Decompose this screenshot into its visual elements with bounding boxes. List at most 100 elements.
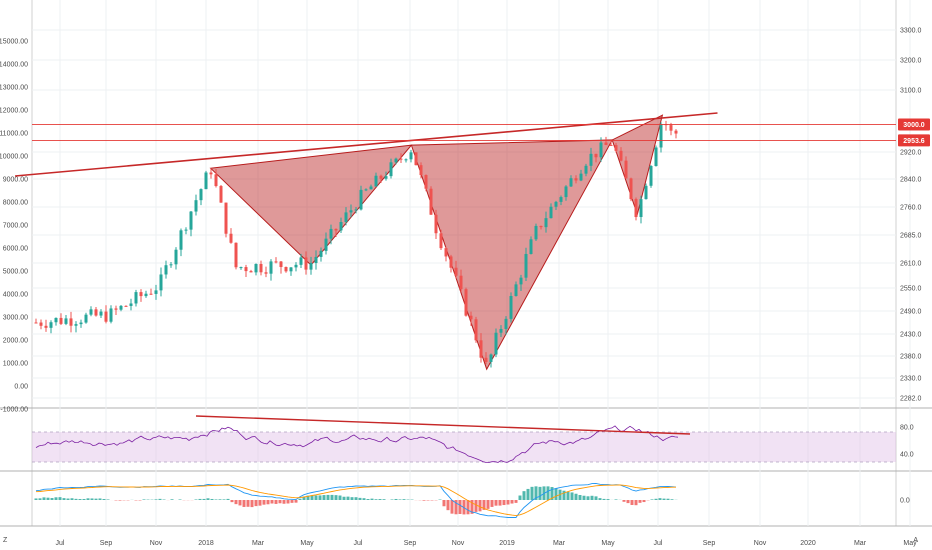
candle-body	[69, 318, 73, 326]
time-axis: Jul Sep Nov 2018 Mar May Jul Sep Nov 2019 Mar May Ju…	[56, 540, 918, 547]
candle-body	[364, 189, 368, 191]
candle-body	[224, 202, 228, 234]
macd-histogram-bar	[550, 487, 554, 500]
time-tick-label: May	[300, 540, 314, 547]
candle-body	[354, 209, 358, 211]
candle-body	[489, 354, 493, 362]
time-tick-label: Jul	[56, 540, 65, 547]
candle-body	[59, 317, 63, 324]
candle-body	[174, 249, 178, 265]
macd-histogram-bar	[46, 497, 50, 500]
candle-body	[154, 290, 158, 294]
candle-body	[384, 176, 388, 179]
macd-histogram-bar	[662, 498, 666, 500]
macd-panel: 0.0	[34, 482, 910, 518]
macd-histogram-bar	[358, 497, 362, 500]
candle-body	[629, 178, 633, 200]
macd-histogram-bar	[478, 500, 482, 512]
macd-histogram-bar	[642, 500, 646, 503]
left-tick-label: 11000.00	[0, 131, 28, 138]
rsi-band	[32, 432, 896, 462]
left-tick-label: 13000.00	[0, 85, 28, 92]
macd-histogram-bar	[250, 500, 254, 508]
macd-histogram-bar	[294, 500, 298, 503]
macd-histogram-bar	[234, 500, 238, 505]
time-tick-label: May	[903, 540, 917, 547]
candle-body	[359, 189, 363, 210]
macd-histogram-bar	[74, 498, 78, 500]
macd-histogram-bar	[350, 497, 354, 500]
time-tick-label: Jul	[654, 540, 663, 547]
left-tick-label: 3000.00	[3, 315, 28, 322]
candle-body	[539, 225, 543, 228]
candle-body	[479, 340, 483, 358]
macd-histogram-bar	[670, 499, 674, 500]
left-tick-label: 4000.00	[3, 292, 28, 299]
time-tick-label: May	[601, 540, 615, 547]
macd-histogram-bar	[62, 498, 66, 500]
timezone-toggle[interactable]: Z	[3, 537, 8, 544]
macd-histogram-bar	[578, 495, 582, 500]
macd-histogram-bar	[422, 500, 426, 501]
candle-body	[569, 178, 573, 187]
candle-body	[289, 267, 293, 272]
price-badge	[898, 118, 930, 131]
right-tick-label: 2490.0	[900, 309, 922, 316]
right-tick-label: 2685.0	[900, 233, 922, 240]
candle-body	[129, 303, 133, 306]
macd-histogram-bar	[522, 491, 526, 500]
right-tick-label: 2550.0	[900, 286, 922, 293]
macd-histogram-bar	[226, 498, 230, 500]
macd-histogram-bar	[354, 497, 358, 500]
candle-body	[329, 228, 333, 239]
candle-body	[649, 165, 653, 186]
macd-histogram-bar	[514, 500, 518, 503]
candle-body	[469, 315, 473, 320]
candle-body	[459, 275, 463, 290]
candle-body	[524, 253, 528, 278]
macd-histogram-bar	[502, 500, 506, 506]
candle-body	[519, 277, 523, 285]
candle-body	[124, 305, 128, 307]
macd-histogram-bar	[390, 499, 394, 500]
left-tick-label: 8000.00	[3, 200, 28, 207]
right-tick-label: 2330.0	[900, 376, 922, 383]
candle-body	[194, 200, 198, 212]
macd-histogram-bar	[566, 491, 570, 500]
candle-body	[439, 233, 443, 249]
time-tick-label: Mar	[553, 540, 566, 547]
candle-body	[94, 309, 98, 316]
macd-histogram-bar	[306, 495, 310, 500]
candle-body	[144, 293, 148, 297]
macd-histogram-bar	[362, 498, 366, 500]
macd-histogram-bar	[650, 499, 654, 500]
time-tick-label: 2019	[499, 540, 515, 547]
candle-body	[404, 159, 408, 161]
candle-body	[79, 322, 83, 325]
candle-body	[449, 256, 453, 268]
candle-body	[294, 264, 298, 268]
macd-histogram-bar	[326, 494, 330, 500]
macd-histogram-bar	[242, 500, 246, 507]
candle-body	[89, 309, 93, 315]
candle-body	[219, 186, 223, 203]
auto-scale-toggle[interactable]: A	[913, 537, 918, 544]
macd-histogram-bar	[530, 486, 534, 500]
macd-histogram-bar	[330, 494, 334, 500]
macd-histogram-bar	[246, 500, 250, 507]
grid-lines	[32, 0, 911, 526]
candle-body	[509, 295, 513, 319]
candlestick-series	[34, 120, 678, 368]
candle-body	[499, 328, 503, 333]
time-tick-label: Mar	[854, 540, 867, 547]
macd-histogram-bar	[58, 497, 62, 500]
macd-histogram-bar	[562, 490, 566, 500]
macd-histogram-bar	[254, 500, 258, 507]
candle-body	[239, 267, 243, 269]
right-tick-label: 2840.0	[900, 177, 922, 184]
macd-histogram-bar	[302, 496, 306, 500]
candle-body	[554, 201, 558, 207]
macd-histogram-bar	[402, 499, 406, 500]
candle-body	[579, 173, 583, 181]
